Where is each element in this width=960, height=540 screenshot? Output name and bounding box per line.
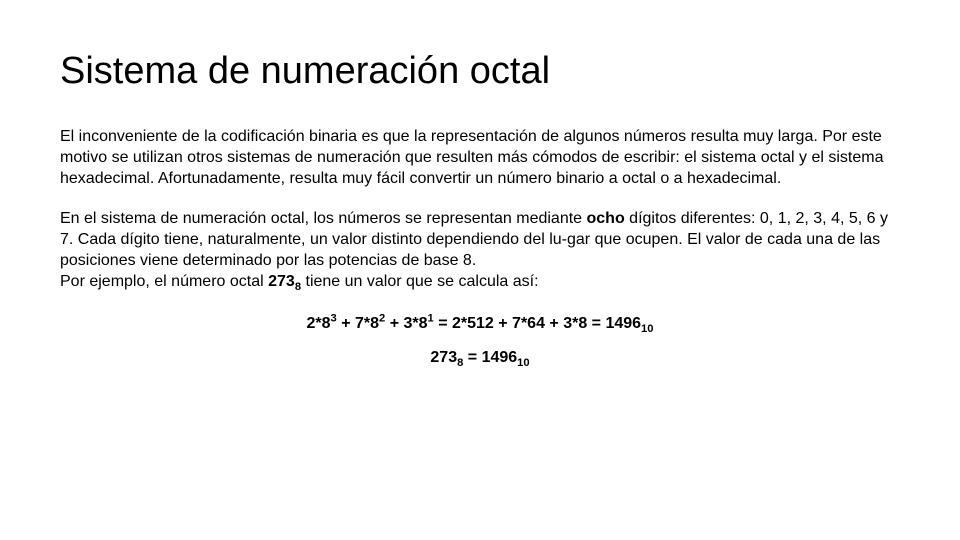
- f-t2: + 7*8: [337, 315, 379, 332]
- formula-line-1: 2*83 + 7*82 + 3*81 = 2*512 + 7*64 + 3*8 …: [60, 315, 900, 333]
- p2-bold-ocho: ocho: [587, 210, 625, 227]
- f-t4: = 2*512 + 7*64 + 3*8 = 1496: [434, 315, 641, 332]
- p2-example-a: Por ejemplo, el número octal: [60, 273, 268, 290]
- paragraph-2: En el sistema de numeración octal, los n…: [60, 209, 900, 292]
- p2-num-main: 273: [268, 273, 295, 290]
- p2-example-b: tiene un valor que se calcula así:: [301, 273, 538, 290]
- r-b: 1496: [482, 349, 518, 366]
- formula-line-2: 2738 = 149610: [60, 349, 900, 367]
- p2-text-a: En el sistema de numeración octal, los n…: [60, 210, 587, 227]
- formula-block: 2*83 + 7*82 + 3*81 = 2*512 + 7*64 + 3*8 …: [60, 315, 900, 367]
- f-t1: 2*8: [306, 315, 330, 332]
- p2-example-num: 2738: [268, 273, 301, 290]
- f-t3: + 3*8: [385, 315, 427, 332]
- paragraph-1: El inconveniente de la codificación bina…: [60, 127, 900, 189]
- f-s4: 10: [641, 323, 653, 335]
- r-a: 273: [430, 349, 457, 366]
- r-sb: 10: [517, 357, 529, 369]
- slide-title: Sistema de numeración octal: [60, 50, 900, 93]
- r-eq: =: [463, 349, 481, 366]
